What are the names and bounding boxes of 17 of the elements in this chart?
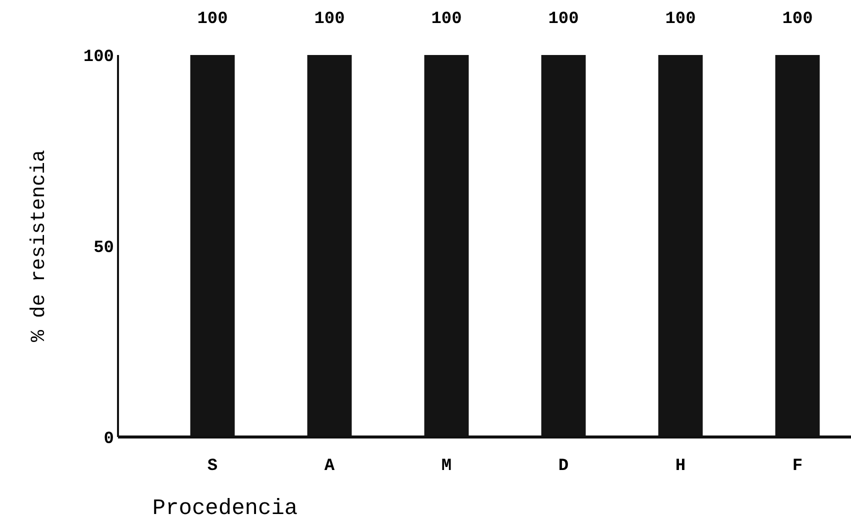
data-label: 100 (782, 10, 813, 29)
data-label: 100 (197, 10, 228, 29)
data-label: 100 (548, 10, 579, 29)
x-tick-label: A (324, 457, 336, 476)
data-label: 100 (314, 10, 345, 29)
x-axis-title: Procedencia (152, 496, 298, 521)
data-label: 100 (665, 10, 696, 29)
x-tick-label: H (675, 457, 686, 476)
y-tick-label: 0 (104, 430, 114, 449)
data-label: 100 (431, 10, 462, 29)
y-tick-label: 100 (83, 48, 114, 67)
x-tick-label: M (441, 457, 452, 476)
x-tick-label: D (558, 457, 569, 476)
y-tick-label: 50 (94, 238, 114, 258)
x-tick-label: S (207, 457, 218, 476)
x-tick-label: F (792, 457, 803, 476)
y-axis-title: % de resistencia (28, 150, 51, 342)
